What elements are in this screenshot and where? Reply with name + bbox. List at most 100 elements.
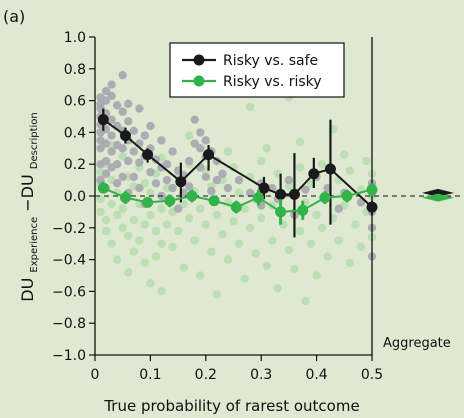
scatter-point-green [146,188,155,198]
scatter-point-green [212,290,222,299]
aggregate-marker-risky-safe [422,188,454,197]
scatter-point-gray [162,160,172,169]
scatter-point-gray [301,185,310,194]
scatter-point-gray [168,147,177,156]
scatter-point-gray [107,91,116,101]
aggregate-marker-risky-risky [422,193,454,202]
scatter-point-gray [107,131,116,140]
scatter-point-green [101,215,111,225]
scatter-point-green [334,236,343,245]
point-risky-risky [341,190,353,202]
scatter-point-green [257,156,266,166]
point-risky-risky [208,195,220,207]
scatter-point-green [340,150,349,159]
scatter-point-green [306,239,316,248]
point-risky-safe [324,163,336,175]
scatter-point-green [96,194,105,204]
aggregate-label: Aggregate [383,336,451,351]
y-label-du: DU [18,278,37,302]
point-risky-safe [288,188,300,200]
scatter-point-gray [101,86,111,96]
scatter-point-green [112,255,122,264]
scatter-point-green [262,144,271,153]
scatter-point-green [312,271,321,280]
scatter-point-green [212,210,222,220]
scatter-point-green [168,242,177,252]
scatter-point-gray [124,99,133,108]
y-tick-label: −0.2 [52,221,86,237]
scatter-point-green [107,239,116,248]
scatter-point-green [101,226,111,236]
scatter-point-gray [151,179,161,188]
scatter-point-green [118,204,127,213]
scatter-point-gray [135,104,144,113]
scatter-point-gray [190,139,199,148]
panel-label: (a) [3,7,25,26]
scatter-point-green [295,163,305,172]
scatter-point-green [207,247,216,256]
scatter-point-green [273,284,283,293]
scatter-point-gray [234,175,244,185]
scatter-point-gray [107,80,116,89]
scatter-point-green [218,229,227,239]
scatter-point-green [262,261,271,271]
point-risky-risky [119,192,131,204]
x-tick-label: 0.1 [139,367,161,383]
scatter-point-green [312,210,321,220]
scatter-point-green [323,252,332,261]
scatter-point-gray [157,136,166,145]
legend-box [169,42,345,98]
scatter-point-gray [334,204,343,213]
x-tick-label: 0.2 [195,367,217,383]
scatter-point-green [362,156,371,166]
y-tick-label: 1.0 [64,30,86,46]
scatter-point-gray [107,147,116,156]
scatter-point-green [268,236,277,245]
scatter-point-green [301,296,310,306]
scatter-point-gray [196,128,205,137]
point-risky-safe [258,182,270,194]
scatter-point-green [135,236,144,245]
scatter-point-green [179,263,188,272]
scatter-point-gray [212,175,222,185]
point-risky-risky [319,192,331,204]
point-risky-risky [97,182,109,194]
scatter-point-gray [223,183,233,193]
scatter-point-green [140,258,150,267]
legend-label-risky-safe: Risky vs. safe [223,53,318,69]
point-risky-safe [119,130,131,142]
scatter-point-green [223,147,233,156]
scatter-point-green [295,137,305,147]
scatter-point-green [124,231,133,240]
scatter-point-gray [112,160,122,169]
scatter-point-green [162,220,172,229]
scatter-point-green [124,268,133,277]
scatter-point-green [234,188,244,198]
scatter-point-gray [112,179,122,188]
x-tick-label: 0.4 [305,367,327,383]
point-risky-safe [142,149,154,161]
point-risky-risky [142,196,154,208]
scatter-point-green [290,264,299,274]
scatter-point-gray [207,187,216,196]
y-tick-label: 0.0 [64,189,86,205]
y-label-sub-experience: Experience [29,217,40,273]
scatter-point-gray [118,172,127,182]
scatter-point-green [245,223,255,232]
x-tick-label: 0 [91,367,100,383]
scatter-point-green [345,258,355,267]
x-axis-label: True probability of rarest outcome [103,397,359,415]
point-risky-safe [308,168,320,180]
scatter-point-gray [196,144,205,153]
scatter-point-green [190,236,199,245]
point-risky-risky [252,192,264,204]
axes-layer: 1.0 0.8 0.6 0.4 0.2 0.0 −0.2 −0.4 −0.6 −0.8 −1.0 0 0… [52,30,464,383]
scatter-point-gray [112,101,122,110]
scatter-point-gray [118,70,127,80]
scatter-point-green [140,179,150,188]
scatter-point-green [240,274,249,283]
scatter-point-green [317,160,327,169]
scatter-point-green [351,220,360,229]
point-risky-safe [97,114,109,126]
scatter-point-gray [184,156,194,166]
